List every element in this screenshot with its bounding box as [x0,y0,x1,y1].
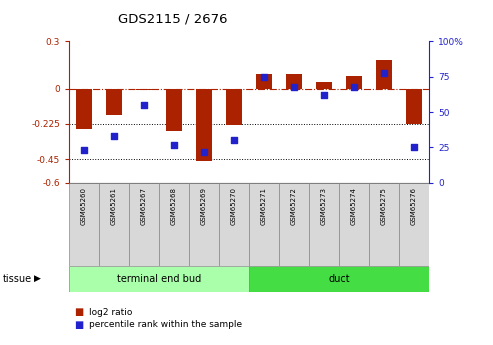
Point [80,148,88,153]
Bar [69,183,99,266]
Text: GSM65273: GSM65273 [321,187,327,225]
Bar [219,183,249,266]
Point [200,149,208,155]
Bar [406,89,422,124]
Bar [129,183,159,266]
Text: tissue: tissue [2,274,32,284]
Bar [166,89,182,131]
Text: GSM65272: GSM65272 [291,187,297,225]
Bar [256,75,272,89]
Text: GSM65271: GSM65271 [261,187,267,225]
Bar [279,183,309,266]
Text: duct: duct [328,274,350,284]
Bar [309,183,339,266]
Bar [189,183,219,266]
Bar [249,266,429,292]
Point [110,134,118,139]
Bar [99,183,129,266]
Text: GSM65270: GSM65270 [231,187,237,225]
Bar [226,89,242,125]
Bar [399,183,429,266]
Text: ▶: ▶ [34,274,40,283]
Text: terminal end bud: terminal end bud [117,274,201,284]
Bar [196,89,212,161]
Point [410,145,418,150]
Text: GSM65268: GSM65268 [171,187,177,225]
Bar [136,89,152,90]
Text: GSM65260: GSM65260 [81,187,87,225]
Text: GSM65261: GSM65261 [111,187,117,225]
Text: GSM65267: GSM65267 [141,187,147,225]
Text: GSM65275: GSM65275 [381,187,387,225]
Point [290,84,298,89]
Text: GSM65269: GSM65269 [201,187,207,225]
Point [350,84,358,89]
Point [260,74,268,79]
Bar [106,89,122,115]
Text: ■: ■ [74,320,83,330]
Bar [316,82,332,89]
Text: log2 ratio: log2 ratio [89,308,132,317]
Point [320,92,328,98]
Point [380,70,388,75]
Bar [369,183,399,266]
Bar [339,183,369,266]
Text: GDS2115 / 2676: GDS2115 / 2676 [118,12,227,25]
Bar [69,266,249,292]
Bar [159,183,189,266]
Text: GSM65276: GSM65276 [411,187,417,225]
Text: percentile rank within the sample: percentile rank within the sample [89,321,242,329]
Point [140,102,148,108]
Bar [286,75,302,89]
Text: GSM65274: GSM65274 [351,187,357,225]
Point [230,138,238,143]
Bar [376,60,392,89]
Bar [249,183,279,266]
Point [170,142,178,147]
Bar [346,76,362,89]
Text: ■: ■ [74,307,83,317]
Bar [76,89,92,129]
